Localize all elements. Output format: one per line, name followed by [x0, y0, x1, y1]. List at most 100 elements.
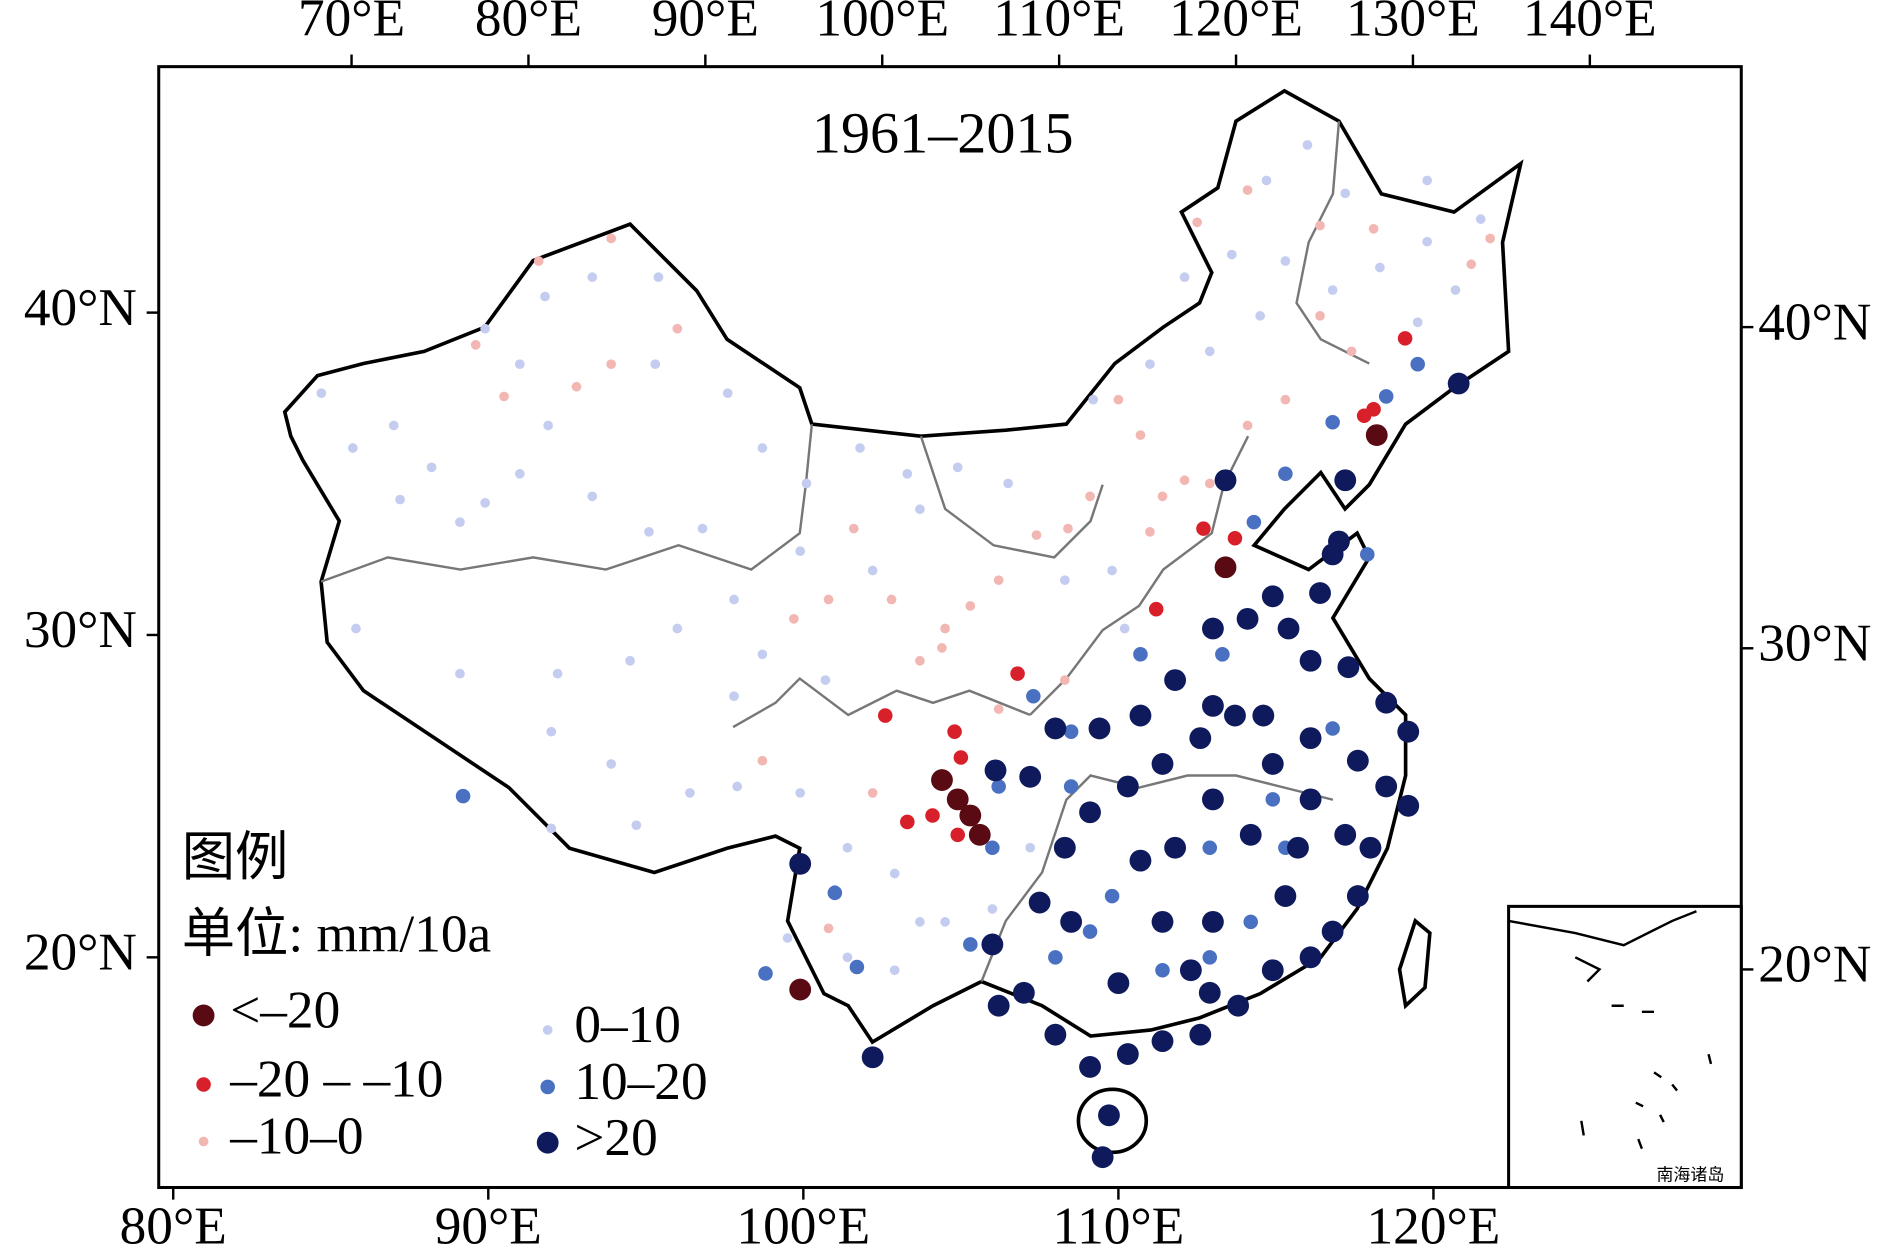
- station: [1214, 556, 1237, 579]
- station: [1116, 775, 1139, 798]
- station: [606, 759, 617, 769]
- station: [757, 443, 768, 453]
- y-tick-label: 30°N: [24, 599, 137, 659]
- station: [1214, 469, 1237, 492]
- station: [1226, 249, 1237, 260]
- station: [1063, 779, 1079, 794]
- station: [1375, 775, 1398, 798]
- station: [351, 623, 361, 634]
- y-tick-label: 40°N: [24, 277, 137, 337]
- station: [1031, 530, 1042, 540]
- station: [1003, 478, 1013, 489]
- station: [915, 504, 925, 515]
- station: [1044, 717, 1067, 740]
- station: [1044, 1023, 1067, 1046]
- station: [1059, 675, 1070, 685]
- station: [1028, 891, 1051, 914]
- station: [480, 497, 490, 508]
- station: [1368, 223, 1379, 234]
- x2-tick-label: 70°E: [298, 0, 405, 47]
- station: [1048, 950, 1063, 965]
- station: [1107, 565, 1117, 576]
- legend-label: –20 – –10: [229, 1049, 443, 1109]
- station: [931, 769, 953, 791]
- station: [1261, 959, 1284, 982]
- station: [1198, 981, 1221, 1004]
- station: [950, 827, 965, 843]
- station: [470, 340, 481, 350]
- country-outline: [282, 88, 1524, 1155]
- station: [514, 468, 525, 479]
- station: [1025, 842, 1036, 853]
- station: [1179, 959, 1202, 982]
- station: [1315, 220, 1325, 231]
- station: [1202, 840, 1218, 856]
- station: [587, 491, 598, 502]
- station: [940, 623, 950, 634]
- station: [1261, 585, 1284, 608]
- station: [533, 256, 544, 266]
- station: [1325, 414, 1340, 430]
- station: [1227, 994, 1250, 1017]
- station: [1410, 356, 1425, 372]
- legend-label: >20: [574, 1107, 657, 1167]
- station: [1063, 523, 1073, 534]
- station: [1010, 666, 1025, 681]
- legend-symbol: [542, 1025, 553, 1035]
- station: [1274, 885, 1297, 907]
- station: [820, 675, 831, 685]
- station: [1189, 1023, 1212, 1046]
- station: [1280, 256, 1291, 266]
- station: [827, 885, 843, 901]
- x2-tick-label: 100°E: [815, 0, 949, 47]
- station: [915, 655, 925, 666]
- station: [455, 788, 471, 804]
- station: [1019, 765, 1042, 788]
- station: [1116, 1043, 1139, 1065]
- legend-unit: 单位: mm/10a: [182, 903, 491, 963]
- station: [455, 517, 465, 527]
- station: [1059, 575, 1070, 586]
- station: [672, 323, 683, 334]
- station: [1239, 823, 1262, 846]
- station: [1202, 617, 1224, 640]
- station: [1302, 140, 1313, 150]
- station: [987, 994, 1010, 1017]
- station: [546, 823, 557, 834]
- station: [1450, 285, 1461, 295]
- station: [1299, 727, 1322, 750]
- station: [1365, 424, 1388, 447]
- station: [1321, 543, 1344, 566]
- station: [1202, 950, 1218, 965]
- station: [672, 623, 683, 634]
- station: [795, 788, 806, 798]
- station: [1113, 394, 1124, 405]
- station: [455, 668, 465, 679]
- station: [1466, 259, 1477, 270]
- station: [546, 726, 557, 737]
- x2-tick-label: 140°E: [1523, 0, 1657, 47]
- station: [889, 868, 900, 879]
- legend-label: –10–0: [229, 1106, 363, 1166]
- station: [965, 601, 976, 611]
- station: [789, 614, 799, 624]
- inset: 南海诸岛: [1507, 904, 1743, 1190]
- station: [1129, 849, 1152, 872]
- station: [886, 594, 897, 605]
- station: [388, 420, 399, 431]
- station: [823, 923, 834, 934]
- station: [848, 523, 859, 534]
- station: [1422, 175, 1432, 186]
- station: [1299, 788, 1322, 811]
- station: [571, 381, 582, 392]
- station: [543, 420, 553, 431]
- station: [1151, 910, 1174, 933]
- station: [1265, 792, 1281, 807]
- station: [1202, 694, 1224, 717]
- station: [1085, 491, 1095, 502]
- station: [782, 933, 793, 943]
- station: [1157, 491, 1168, 502]
- stations: [316, 140, 1496, 1169]
- station: [867, 788, 878, 798]
- station: [758, 966, 773, 981]
